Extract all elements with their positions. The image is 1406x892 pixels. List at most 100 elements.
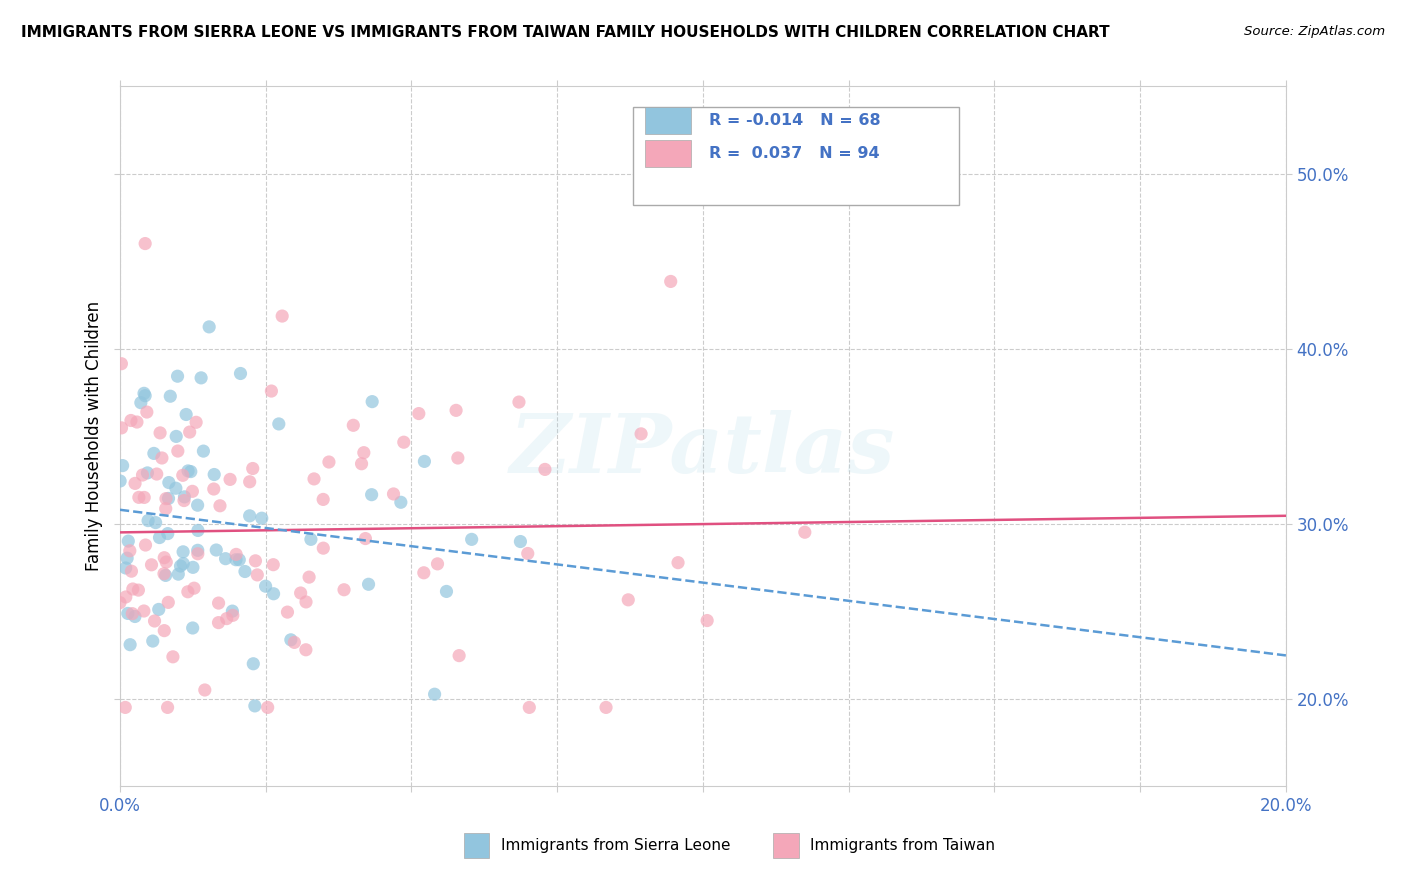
Point	[187, 498, 209, 512]
Point	[166, 444, 188, 458]
Point	[228, 553, 250, 567]
Point	[181, 621, 204, 635]
Point	[242, 657, 264, 671]
Text: Immigrants from Sierra Leone: Immigrants from Sierra Leone	[501, 838, 730, 853]
Point	[155, 501, 177, 516]
Point	[153, 566, 176, 581]
Point	[173, 493, 195, 508]
Point	[187, 543, 209, 558]
Point	[128, 491, 150, 505]
Point	[148, 602, 170, 616]
Point	[155, 491, 177, 506]
Point	[120, 413, 142, 427]
Point	[142, 634, 165, 648]
Point	[225, 553, 247, 567]
Point	[595, 700, 617, 714]
Point	[242, 461, 264, 475]
Point	[333, 582, 356, 597]
Point	[256, 700, 278, 714]
Point	[239, 475, 262, 489]
Point	[207, 615, 229, 630]
Point	[134, 236, 156, 251]
Point	[156, 700, 179, 714]
Point	[149, 425, 172, 440]
Point	[214, 551, 236, 566]
Point	[177, 464, 200, 478]
Point	[392, 435, 415, 450]
Point	[194, 683, 217, 698]
Point	[110, 421, 132, 435]
Point	[157, 475, 180, 490]
FancyBboxPatch shape	[633, 107, 959, 205]
Point	[108, 596, 131, 610]
Point	[350, 457, 373, 471]
Point	[117, 534, 139, 549]
Point	[181, 560, 204, 574]
Point	[318, 455, 340, 469]
Point	[190, 371, 212, 385]
Point	[127, 583, 149, 598]
Point	[423, 687, 446, 701]
Point	[131, 468, 153, 483]
Point	[121, 582, 143, 596]
Point	[135, 405, 157, 419]
Text: Immigrants from Taiwan: Immigrants from Taiwan	[810, 838, 995, 853]
Y-axis label: Family Households with Children: Family Households with Children	[86, 301, 103, 571]
Point	[134, 491, 156, 505]
Text: R = -0.014   N = 68: R = -0.014 N = 68	[709, 113, 880, 128]
Point	[124, 609, 146, 624]
Point	[157, 491, 180, 506]
Point	[205, 543, 228, 558]
Point	[145, 467, 167, 481]
Point	[117, 607, 139, 621]
Point	[517, 700, 540, 714]
Point	[295, 595, 318, 609]
Point	[159, 389, 181, 403]
Point	[181, 484, 204, 499]
Point	[219, 472, 242, 486]
Point	[165, 429, 187, 443]
Point	[150, 450, 173, 465]
Point	[353, 445, 375, 459]
Point	[187, 524, 209, 538]
Point	[156, 526, 179, 541]
Point	[162, 649, 184, 664]
Point	[295, 642, 318, 657]
Point	[202, 467, 225, 482]
Point	[115, 551, 138, 566]
Point	[246, 568, 269, 582]
Point	[254, 579, 277, 593]
Point	[173, 490, 195, 504]
Point	[267, 417, 290, 431]
Point	[118, 543, 141, 558]
Point	[534, 462, 557, 476]
Point	[143, 614, 166, 628]
Point	[243, 698, 266, 713]
Point	[134, 389, 156, 403]
Point	[132, 386, 155, 401]
Point	[208, 499, 231, 513]
Point	[413, 454, 436, 468]
Point	[114, 590, 136, 604]
Point	[290, 586, 312, 600]
Point	[276, 605, 298, 619]
Point	[250, 511, 273, 525]
Point	[207, 596, 229, 610]
Point	[793, 525, 815, 540]
Text: Source: ZipAtlas.com: Source: ZipAtlas.com	[1244, 25, 1385, 38]
Point	[145, 516, 167, 530]
Point	[155, 555, 177, 569]
Point	[114, 561, 136, 575]
Point	[389, 495, 412, 509]
Point	[449, 648, 471, 663]
Point	[120, 564, 142, 578]
Point	[129, 395, 152, 409]
Point	[225, 548, 247, 562]
Point	[136, 466, 159, 480]
Point	[444, 403, 467, 417]
Point	[120, 638, 142, 652]
Point	[312, 541, 335, 556]
Point	[666, 556, 689, 570]
Point	[142, 446, 165, 460]
FancyBboxPatch shape	[644, 107, 692, 134]
